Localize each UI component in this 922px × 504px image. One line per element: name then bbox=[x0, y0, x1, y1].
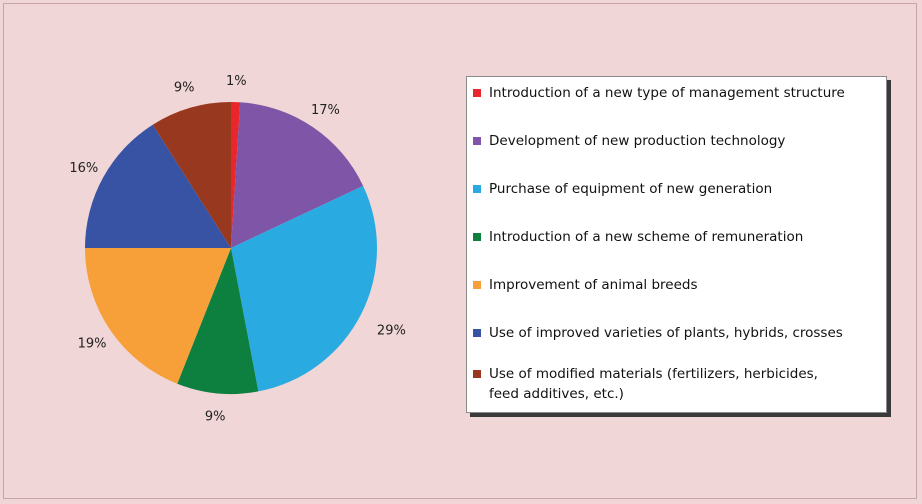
legend-label-modified-materials-line2: feed additives, etc.) bbox=[489, 386, 624, 402]
pie-value-labels: 1% 17% 29% 9% 19% 16% 9% bbox=[69, 74, 406, 424]
legend-swatch-technology bbox=[473, 137, 481, 145]
legend-item-technology: Development of new production technology bbox=[473, 131, 869, 151]
legend-label-technology: Development of new production technology bbox=[489, 133, 786, 149]
pie-label-modified-materials: 9% bbox=[174, 81, 195, 96]
pie-slice-plant-varieties bbox=[85, 124, 231, 248]
legend-label-animal-breeds: Improvement of animal breeds bbox=[489, 277, 698, 293]
legend-item-modified-materials: Use of modified materials (fertilizers, … bbox=[473, 364, 869, 404]
legend-swatch-plant-varieties bbox=[473, 329, 481, 337]
legend-label-equipment: Purchase of equipment of new generation bbox=[489, 181, 773, 197]
legend-label-modified-materials-line1: Use of modified materials (fertilizers, … bbox=[489, 366, 818, 382]
legend-item-remuneration: Introduction of a new scheme of remunera… bbox=[473, 227, 869, 247]
legend-item-plant-varieties: Use of improved varieties of plants, hyb… bbox=[473, 323, 869, 343]
pie-label-management: 1% bbox=[226, 74, 247, 89]
pie-label-technology: 17% bbox=[311, 103, 340, 118]
legend-label-plant-varieties: Use of improved varieties of plants, hyb… bbox=[489, 325, 843, 341]
legend-swatch-remuneration bbox=[473, 233, 481, 241]
pie-slice-animal-breeds bbox=[84, 248, 231, 384]
legend: Introduction of a new type of management… bbox=[466, 76, 887, 413]
legend-label-remuneration: Introduction of a new scheme of remunera… bbox=[489, 229, 804, 245]
pie-label-remuneration: 9% bbox=[205, 409, 226, 424]
legend-item-animal-breeds: Improvement of animal breeds bbox=[473, 275, 869, 295]
legend-swatch-management bbox=[473, 89, 481, 97]
legend-swatch-modified-materials bbox=[473, 370, 481, 378]
legend-item-equipment: Purchase of equipment of new generation bbox=[473, 179, 869, 199]
pie-slice-management bbox=[231, 102, 241, 248]
pie-slice-modified-materials bbox=[152, 102, 231, 248]
legend-swatch-animal-breeds bbox=[473, 281, 481, 289]
legend-item-management: Introduction of a new type of management… bbox=[473, 83, 869, 103]
pie-label-animal-breeds: 19% bbox=[78, 336, 107, 351]
pie-slice-equipment bbox=[231, 185, 377, 392]
pie-label-equipment: 29% bbox=[377, 324, 406, 339]
pie-label-plant-varieties: 16% bbox=[69, 161, 98, 176]
legend-label-management: Introduction of a new type of management… bbox=[489, 85, 845, 101]
legend-swatch-equipment bbox=[473, 185, 481, 193]
pie-slice-remuneration bbox=[177, 248, 259, 395]
pie-slice-technology bbox=[231, 102, 364, 248]
pie-slices bbox=[84, 102, 377, 395]
